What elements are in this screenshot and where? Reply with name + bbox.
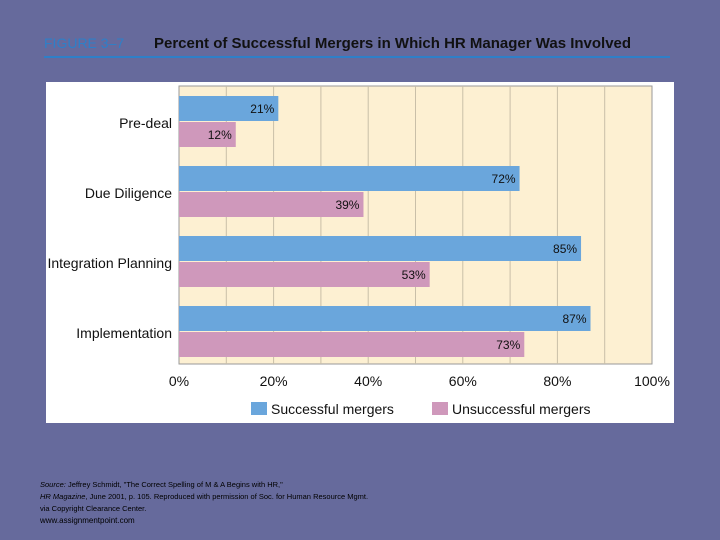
bar-unsuccessful	[179, 122, 236, 147]
x-tick-label: 60%	[449, 373, 477, 389]
figure-label: FIGURE 3–7	[44, 35, 125, 51]
source-citation: Source: Jeffrey Schmidt, "The Correct Sp…	[40, 479, 370, 515]
category-label: Pre-deal	[119, 115, 172, 131]
bar-unsuccessful	[179, 192, 364, 217]
x-tick-label: 0%	[169, 373, 189, 389]
data-label: 87%	[562, 312, 586, 326]
source-text-2: , June 2001, p. 105. Reproduced with per…	[40, 492, 369, 513]
data-label: 12%	[208, 128, 232, 142]
legend-swatch	[251, 402, 267, 415]
bar-unsuccessful	[179, 262, 430, 287]
x-tick-label: 100%	[634, 373, 670, 389]
bar-successful	[179, 236, 582, 261]
category-label: Implementation	[76, 325, 172, 341]
website-footer: www.assignmentpoint.com	[40, 516, 135, 525]
bar-successful	[179, 96, 279, 121]
bar-successful	[179, 306, 591, 331]
x-tick-label: 20%	[260, 373, 288, 389]
legend-label: Successful mergers	[271, 401, 394, 417]
data-label: 21%	[250, 102, 274, 116]
data-label: 73%	[496, 338, 520, 352]
x-tick-label: 40%	[354, 373, 382, 389]
figure-header: FIGURE 3–7 Percent of Successful Mergers…	[44, 34, 670, 58]
category-label: Integration Planning	[47, 255, 172, 271]
data-label: 85%	[553, 242, 577, 256]
source-magazine: HR Magazine	[40, 492, 86, 501]
source-prefix: Source:	[40, 480, 66, 489]
x-tick-label: 80%	[543, 373, 571, 389]
legend-label: Unsuccessful mergers	[452, 401, 591, 417]
category-label: Due Diligence	[85, 185, 172, 201]
source-text-1: Jeffrey Schmidt, "The Correct Spelling o…	[65, 480, 283, 489]
bar-successful	[179, 166, 520, 191]
data-label: 53%	[402, 268, 426, 282]
chart-panel: 0% 20% 40% 60% 80% 100% Pre-deal 21% 12% Due Dili…	[46, 82, 674, 423]
figure-title: Percent of Successful Mergers in Which H…	[154, 35, 632, 52]
bar-chart: 0% 20% 40% 60% 80% 100% Pre-deal 21% 12% Due Dili…	[47, 85, 670, 417]
legend-swatch	[432, 402, 448, 415]
data-label: 72%	[492, 172, 516, 186]
data-label: 39%	[335, 198, 359, 212]
bar-unsuccessful	[179, 332, 525, 357]
